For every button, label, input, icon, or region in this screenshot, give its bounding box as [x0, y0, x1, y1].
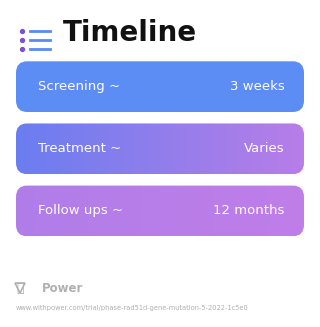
Text: Screening ~: Screening ~ [38, 80, 121, 93]
Text: Power: Power [42, 282, 83, 295]
Text: 12 months: 12 months [213, 204, 285, 217]
Text: Treatment ~: Treatment ~ [38, 142, 122, 155]
Text: Varies: Varies [244, 142, 285, 155]
Text: www.withpower.com/trial/phase-rad51d-gene-mutation-5-2022-1c5e0: www.withpower.com/trial/phase-rad51d-gen… [16, 305, 249, 311]
Text: 3 weeks: 3 weeks [230, 80, 285, 93]
Text: Follow ups ~: Follow ups ~ [38, 204, 124, 217]
Text: Timeline: Timeline [62, 19, 196, 47]
Text: ␧: ␧ [16, 282, 24, 295]
